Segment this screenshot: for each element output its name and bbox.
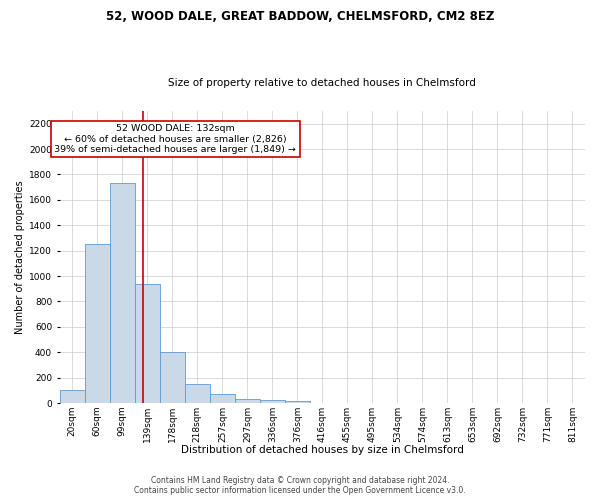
Bar: [210, 394, 235, 403]
Bar: [60, 390, 85, 403]
Y-axis label: Number of detached properties: Number of detached properties: [15, 180, 25, 334]
Bar: [135, 284, 160, 403]
Bar: [160, 352, 185, 403]
Title: Size of property relative to detached houses in Chelmsford: Size of property relative to detached ho…: [169, 78, 476, 88]
Bar: [285, 400, 310, 403]
Bar: [235, 398, 260, 403]
Text: Contains HM Land Registry data © Crown copyright and database right 2024.
Contai: Contains HM Land Registry data © Crown c…: [134, 476, 466, 495]
Bar: [85, 244, 110, 403]
Bar: [260, 400, 285, 403]
Text: 52, WOOD DALE, GREAT BADDOW, CHELMSFORD, CM2 8EZ: 52, WOOD DALE, GREAT BADDOW, CHELMSFORD,…: [106, 10, 494, 23]
Bar: [185, 384, 210, 403]
X-axis label: Distribution of detached houses by size in Chelmsford: Distribution of detached houses by size …: [181, 445, 464, 455]
Text: 52 WOOD DALE: 132sqm
← 60% of detached houses are smaller (2,826)
39% of semi-de: 52 WOOD DALE: 132sqm ← 60% of detached h…: [55, 124, 296, 154]
Bar: [110, 184, 135, 403]
